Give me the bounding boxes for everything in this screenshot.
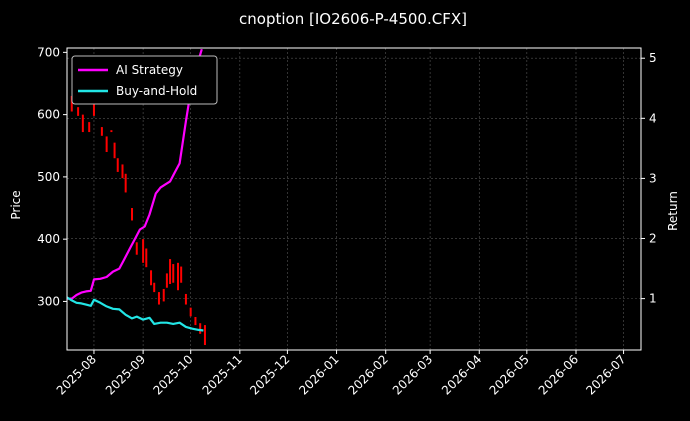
legend: AI Strategy Buy-and-Hold	[71, 55, 218, 105]
legend-ai-label: AI Strategy	[116, 63, 183, 77]
price-candle	[88, 122, 91, 133]
price-candle	[142, 239, 145, 263]
y-right-tick-label: 1	[649, 292, 657, 306]
y-axis-right: 1 2 3 4 5	[641, 51, 657, 306]
price-candle	[150, 270, 153, 286]
x-tick-label: 2026-02	[345, 352, 390, 397]
x-tick-label: 2026-07	[583, 352, 628, 397]
price-candle	[176, 262, 179, 291]
price-candle	[157, 292, 160, 305]
x-tick-label: 2026-05	[487, 352, 532, 397]
price-candle	[162, 288, 165, 302]
x-tick-label: 2026-01	[296, 352, 341, 397]
x-tick-label: 2025-11	[200, 352, 245, 397]
buy-and-hold-line	[66, 296, 204, 332]
price-candles	[70, 95, 206, 346]
y-right-tick-label: 3	[649, 171, 657, 185]
price-candle	[180, 266, 183, 283]
y-left-tick-label: 300	[37, 294, 60, 308]
x-tick-label: 2025-12	[247, 352, 292, 397]
x-axis: 2025-08 2025-09 2025-10 2025-11 2025-12 2026-…	[54, 350, 629, 398]
ai-strategy-line	[67, 48, 203, 300]
price-candle	[110, 130, 113, 133]
y-axis-right-label: Return	[666, 191, 680, 231]
x-tick-label: 2025-08	[54, 352, 99, 397]
price-candle	[169, 259, 172, 284]
price-candle	[124, 173, 127, 193]
price-candle	[135, 242, 138, 255]
y-axis-left-label: Price	[9, 190, 23, 219]
price-candle	[92, 103, 95, 116]
price-candle	[145, 248, 148, 268]
price-candle	[100, 127, 103, 136]
price-candle	[194, 316, 197, 326]
return-lines	[66, 48, 204, 332]
x-tick-label: 2026-06	[536, 352, 581, 397]
y-left-tick-label: 400	[37, 232, 60, 246]
price-candle	[116, 158, 119, 172]
price-candle	[81, 114, 84, 133]
x-tick-label: 2026-03	[390, 352, 435, 397]
price-candle	[70, 95, 73, 112]
price-candle	[203, 325, 206, 346]
y-right-tick-label: 4	[649, 111, 657, 125]
y-left-tick-label: 700	[37, 45, 60, 59]
x-tick-label: 2026-04	[439, 352, 484, 397]
x-tick-label: 2025-09	[103, 352, 148, 397]
price-candle	[121, 164, 124, 179]
price-candle	[184, 293, 187, 305]
y-axis-left: 300 400 500 600 700	[37, 45, 67, 308]
y-left-tick-label: 500	[37, 170, 60, 184]
price-candle	[105, 136, 108, 152]
y-left-tick-label: 600	[37, 108, 60, 122]
legend-bh-label: Buy-and-Hold	[116, 84, 197, 98]
y-right-tick-label: 2	[649, 232, 657, 246]
price-candle	[199, 323, 202, 334]
plot-frame	[66, 47, 642, 351]
y-right-tick-label: 5	[649, 51, 657, 65]
price-candle	[153, 282, 156, 293]
price-candle	[113, 142, 116, 159]
chart-title: cnoption [IO2606-P-4500.CFX]	[239, 10, 467, 28]
legend-box	[71, 55, 218, 105]
price-candle	[165, 273, 168, 288]
x-tick-label: 2025-10	[150, 352, 195, 397]
price-candle	[77, 107, 80, 116]
price-candle	[189, 307, 192, 317]
price-candle	[131, 208, 134, 221]
price-candle	[172, 264, 175, 283]
